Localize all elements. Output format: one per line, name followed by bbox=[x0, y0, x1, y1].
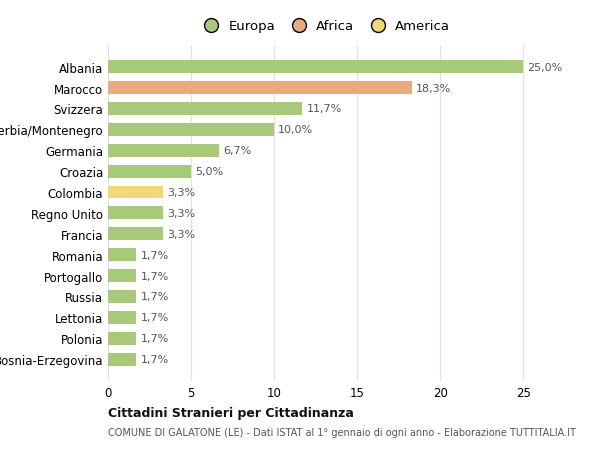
Text: 3,3%: 3,3% bbox=[167, 208, 195, 218]
Text: 1,7%: 1,7% bbox=[140, 271, 169, 281]
Text: 1,7%: 1,7% bbox=[140, 313, 169, 323]
Text: 1,7%: 1,7% bbox=[140, 333, 169, 343]
Bar bbox=[108, 61, 523, 74]
Text: 3,3%: 3,3% bbox=[167, 230, 195, 239]
Bar bbox=[108, 103, 302, 116]
Bar bbox=[108, 332, 136, 345]
Bar bbox=[108, 311, 136, 324]
Bar bbox=[108, 228, 163, 241]
Text: 1,7%: 1,7% bbox=[140, 250, 169, 260]
Bar bbox=[108, 145, 220, 157]
Bar bbox=[108, 269, 136, 282]
Bar bbox=[108, 82, 412, 95]
Bar bbox=[108, 249, 136, 262]
Text: 1,7%: 1,7% bbox=[140, 292, 169, 302]
Bar bbox=[108, 353, 136, 366]
Text: 5,0%: 5,0% bbox=[195, 167, 223, 177]
Bar bbox=[108, 165, 191, 178]
Text: 6,7%: 6,7% bbox=[223, 146, 252, 156]
Bar bbox=[108, 186, 163, 199]
Text: 18,3%: 18,3% bbox=[416, 84, 451, 94]
Bar bbox=[108, 123, 274, 137]
Text: 10,0%: 10,0% bbox=[278, 125, 313, 135]
Text: 3,3%: 3,3% bbox=[167, 188, 195, 197]
Bar bbox=[108, 207, 163, 220]
Text: 25,0%: 25,0% bbox=[527, 62, 563, 73]
Text: COMUNE DI GALATONE (LE) - Dati ISTAT al 1° gennaio di ogni anno - Elaborazione T: COMUNE DI GALATONE (LE) - Dati ISTAT al … bbox=[108, 427, 576, 437]
Legend: Europa, Africa, America: Europa, Africa, America bbox=[196, 18, 452, 36]
Text: Cittadini Stranieri per Cittadinanza: Cittadini Stranieri per Cittadinanza bbox=[108, 406, 354, 419]
Bar bbox=[108, 290, 136, 303]
Text: 1,7%: 1,7% bbox=[140, 354, 169, 364]
Text: 11,7%: 11,7% bbox=[307, 104, 342, 114]
